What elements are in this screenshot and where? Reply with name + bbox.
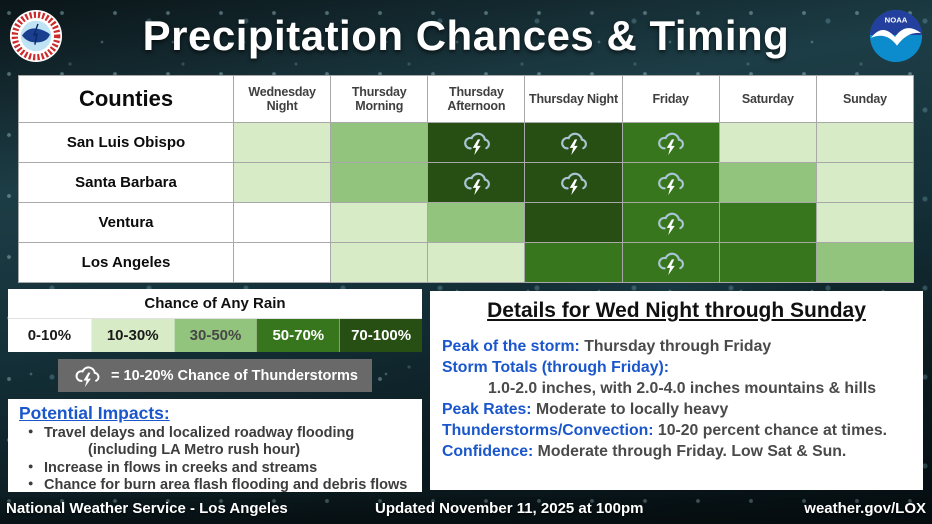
details-lines: Peak of the storm: Thursday through Frid…	[442, 336, 911, 462]
noaa-logo-icon: NOAA	[869, 9, 923, 63]
column-header: Saturday	[719, 76, 816, 122]
impact-item: Chance for burn area flash flooding and …	[28, 477, 414, 494]
precip-cell	[525, 163, 622, 202]
precip-cell	[331, 203, 428, 242]
footer-url: weather.gov/LOX	[804, 500, 926, 517]
impacts-panel: Potential Impacts: Travel delays and loc…	[8, 399, 422, 495]
details-panel: Details for Wed Night through Sunday Pea…	[430, 291, 923, 490]
thunderstorm-icon	[463, 132, 490, 156]
thunderstorm-legend-text: = 10-20% Chance of Thunderstorms	[111, 367, 358, 384]
county-label: Santa Barbara	[19, 163, 233, 202]
precip-cell	[622, 203, 719, 242]
county-label: Los Angeles	[19, 243, 233, 282]
detail-line: 1.0-2.0 inches, with 2.0-4.0 inches moun…	[488, 380, 877, 397]
impacts-title: Potential Impacts:	[19, 403, 170, 423]
legend-swatches: 0-10% 10-30% 30-50% 50-70% 70-100%	[8, 319, 422, 352]
thunderstorm-icon	[658, 132, 685, 156]
legend-bin: 0-10%	[8, 319, 91, 352]
precip-cell	[331, 123, 428, 162]
thunderstorm-icon	[75, 366, 100, 388]
detail-line: Storm Totals (through Friday):	[442, 359, 669, 376]
thunderstorm-icon	[658, 252, 685, 276]
impact-item-subtext: (including LA Metro rush hour)	[88, 442, 301, 459]
column-header: Thursday Morning	[331, 76, 428, 122]
thunderstorm-icon	[561, 172, 587, 196]
precip-cell	[331, 163, 428, 202]
legend-bin: 30-50%	[173, 319, 257, 352]
precip-cell	[719, 163, 816, 202]
thunderstorm-icon	[658, 172, 685, 196]
noaa-logo-label: NOAA	[885, 16, 908, 25]
precip-cell	[525, 123, 622, 162]
precip-cell	[234, 203, 331, 242]
county-label: Ventura	[19, 203, 233, 242]
counties-header: Counties	[19, 76, 233, 122]
precip-cell	[719, 203, 816, 242]
thunderstorm-icon	[463, 172, 490, 196]
legend-bin: 50-70%	[256, 319, 340, 352]
impact-item: Travel delays and localized roadway floo…	[28, 425, 414, 460]
page-title: Precipitation Chances & Timing	[142, 12, 790, 59]
precip-cell	[234, 123, 331, 162]
precip-cell	[719, 123, 816, 162]
precip-cell	[525, 203, 622, 242]
detail-line: Thunderstorms/Convection: 10-20 percent …	[442, 422, 888, 439]
detail-line: Confidence: Moderate through Friday. Low…	[442, 443, 847, 460]
precip-cell	[234, 243, 331, 282]
rain-chance-legend: Chance of Any Rain 0-10% 10-30% 30-50% 50-7…	[8, 289, 422, 392]
detail-line: Peak Rates: Moderate to locally heavy	[442, 401, 729, 418]
thunderstorm-icon	[561, 132, 587, 156]
precip-cell	[719, 243, 816, 282]
precip-cell	[331, 243, 428, 282]
footer-updated: Updated November 11, 2025 at 100pm	[375, 500, 644, 517]
footer-agency: National Weather Service - Los Angeles	[6, 500, 288, 517]
impact-item: Increase in flows in creeks and streams	[28, 460, 414, 477]
precip-cell	[525, 243, 622, 282]
precip-cell	[428, 163, 525, 202]
impacts-list: Travel delays and localized roadway floo…	[28, 425, 414, 495]
precip-cell	[816, 123, 913, 162]
column-header: Sunday	[816, 76, 913, 122]
column-header: Thursday Night	[525, 76, 622, 122]
precip-chance-table: Counties Wednesday Night Thursday Morning…	[18, 75, 914, 283]
thunderstorm-legend: = 10-20% Chance of Thunderstorms	[58, 359, 372, 392]
county-label: San Luis Obispo	[19, 123, 233, 162]
precip-cell	[428, 123, 525, 162]
precip-cell	[428, 243, 525, 282]
title-bar: Precipitation Chances & Timing NOAA	[0, 0, 932, 72]
details-title: Details for Wed Night through Sunday	[487, 299, 866, 322]
precip-cell	[816, 163, 913, 202]
legend-bin: 10-30%	[90, 319, 174, 352]
column-header: Thursday Afternoon	[428, 76, 525, 122]
detail-line: Peak of the storm: Thursday through Frid…	[442, 338, 772, 355]
thunderstorm-icon	[658, 212, 685, 236]
precip-cell	[234, 163, 331, 202]
column-header: Wednesday Night	[234, 76, 331, 122]
column-header: Friday	[622, 76, 719, 122]
precip-cell	[622, 163, 719, 202]
precip-cell	[816, 243, 913, 282]
legend-title: Chance of Any Rain	[8, 289, 422, 319]
precip-cell	[428, 203, 525, 242]
footer-bar: National Weather Service - Los Angeles U…	[0, 497, 932, 524]
nws-logo-icon	[9, 9, 63, 63]
precip-cell	[816, 203, 913, 242]
precip-cell	[622, 123, 719, 162]
legend-bin: 70-100%	[339, 319, 422, 352]
precip-cell	[622, 243, 719, 282]
